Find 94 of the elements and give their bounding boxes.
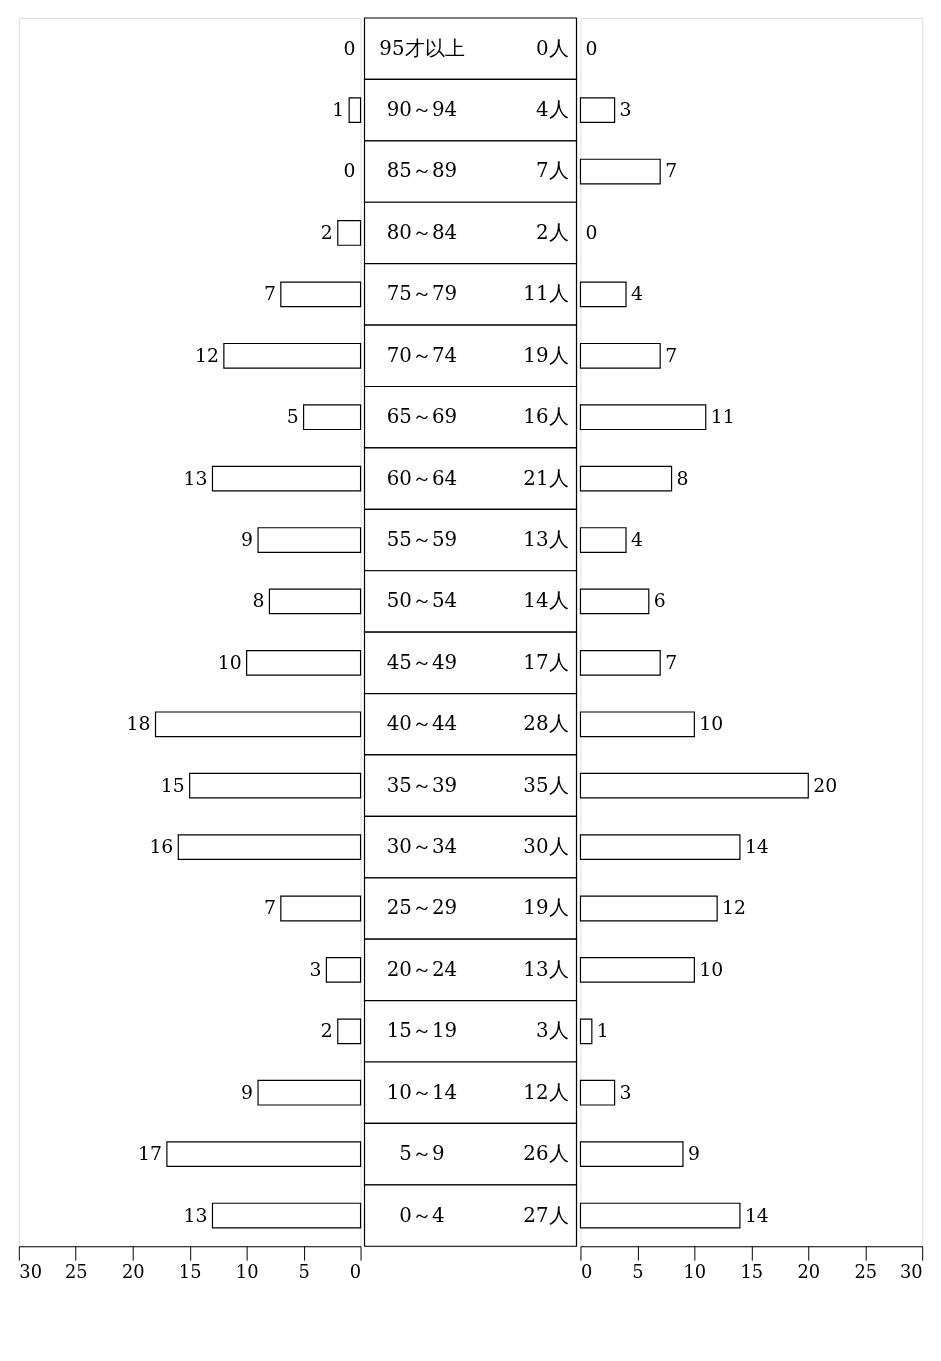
category-label: 75～79	[386, 282, 458, 306]
text: 13人	[523, 957, 569, 981]
category-label: 65～69	[386, 405, 458, 429]
category-label: 45～49	[386, 650, 458, 674]
x-tick-label: 0	[349, 1261, 362, 1283]
data-label: 4	[630, 283, 643, 305]
data-label: 2	[320, 1020, 333, 1042]
category-label: 90～94	[386, 98, 458, 122]
data-label: 6	[653, 590, 666, 612]
data-label: 11	[710, 406, 735, 428]
x-tick-label: 10	[683, 1261, 707, 1283]
data-label: 10	[699, 713, 724, 735]
x-tick-label: 25	[854, 1261, 878, 1283]
data-label: 0	[343, 37, 356, 59]
data-label: 12	[722, 897, 747, 919]
category-label: 15～19	[386, 1019, 458, 1043]
text: 12人	[523, 1080, 569, 1104]
data-label: 13	[183, 467, 208, 489]
data-label: 1	[596, 1020, 609, 1042]
data-label: 7	[263, 897, 276, 919]
text: 3人	[535, 1019, 569, 1043]
category-label: 30～34	[386, 835, 458, 859]
data-label: 12	[194, 344, 219, 366]
data-label: 13	[183, 1204, 208, 1226]
data-label: 7	[665, 344, 678, 366]
x-tick-label: 10	[235, 1261, 259, 1283]
text: 19人	[523, 896, 569, 920]
data-label: 8	[676, 467, 689, 489]
text: 7人	[535, 159, 569, 183]
data-label: 3	[619, 1081, 632, 1103]
data-label: 16	[149, 836, 174, 858]
category-label: 5～9	[399, 1142, 445, 1166]
category-label: 10～14	[386, 1080, 458, 1104]
category-label: 70～74	[386, 343, 458, 367]
data-label: 20	[813, 774, 838, 796]
category-label: 20～24	[386, 957, 458, 981]
text: 26人	[523, 1142, 569, 1166]
category-label: 55～59	[386, 527, 458, 551]
text: 2人	[535, 220, 569, 244]
data-label: 0	[343, 160, 356, 182]
category-label: 25～29	[386, 896, 458, 920]
data-label: 5	[286, 406, 299, 428]
text: 14人	[523, 589, 569, 613]
text: 0人	[535, 36, 569, 60]
data-label: 7	[665, 160, 678, 182]
x-tick-label: 0	[580, 1261, 593, 1283]
x-tick-label: 15	[740, 1261, 764, 1283]
text: 4人	[535, 98, 569, 122]
x-tick-label: 5	[632, 1261, 644, 1283]
category-label: 95才以上	[379, 36, 465, 60]
data-label: 15	[160, 774, 185, 796]
x-tick-label: 30	[19, 1261, 42, 1283]
x-tick-label: 30	[900, 1261, 923, 1283]
x-tick-label: 20	[121, 1261, 145, 1283]
data-label: 3	[309, 958, 322, 980]
data-label: 14	[744, 1204, 769, 1226]
data-label: 9	[241, 1081, 254, 1103]
data-label: 9	[687, 1143, 700, 1165]
category-label: 35～39	[386, 773, 458, 797]
text: 21人	[523, 466, 569, 490]
data-label: 1	[332, 99, 345, 121]
category-label: 60～64	[386, 466, 458, 490]
data-label: 4	[630, 528, 643, 550]
category-label: 0～4	[399, 1203, 445, 1227]
data-label: 7	[263, 283, 276, 305]
category-label: 80～84	[386, 220, 458, 244]
data-label: 8	[252, 590, 265, 612]
category-label: 40～44	[386, 712, 458, 736]
text: 16人	[523, 405, 569, 429]
text: 30人	[523, 835, 569, 859]
data-label: 0	[585, 221, 598, 243]
data-label: 10	[699, 958, 724, 980]
data-label: 14	[744, 836, 769, 858]
data-label: 2	[320, 221, 333, 243]
text: 17人	[523, 650, 569, 674]
data-label: 17	[138, 1143, 162, 1165]
text: 11人	[523, 282, 569, 306]
data-label: 18	[126, 713, 151, 735]
text: 35人	[523, 773, 569, 797]
x-tick-label: 5	[298, 1261, 310, 1283]
data-label: 3	[619, 99, 632, 121]
x-tick-label: 25	[64, 1261, 88, 1283]
text: 27人	[523, 1203, 569, 1227]
category-label: 85～89	[386, 159, 458, 183]
data-label: 0	[585, 37, 598, 59]
text: 19人	[523, 343, 569, 367]
data-label: 9	[241, 528, 254, 550]
data-label: 10	[217, 651, 242, 673]
text: 28人	[523, 712, 569, 736]
x-tick-label: 20	[797, 1261, 821, 1283]
category-label: 50～54	[386, 589, 458, 613]
data-label: 7	[665, 651, 678, 673]
text: 13人	[523, 527, 569, 551]
x-tick-label: 15	[178, 1261, 202, 1283]
